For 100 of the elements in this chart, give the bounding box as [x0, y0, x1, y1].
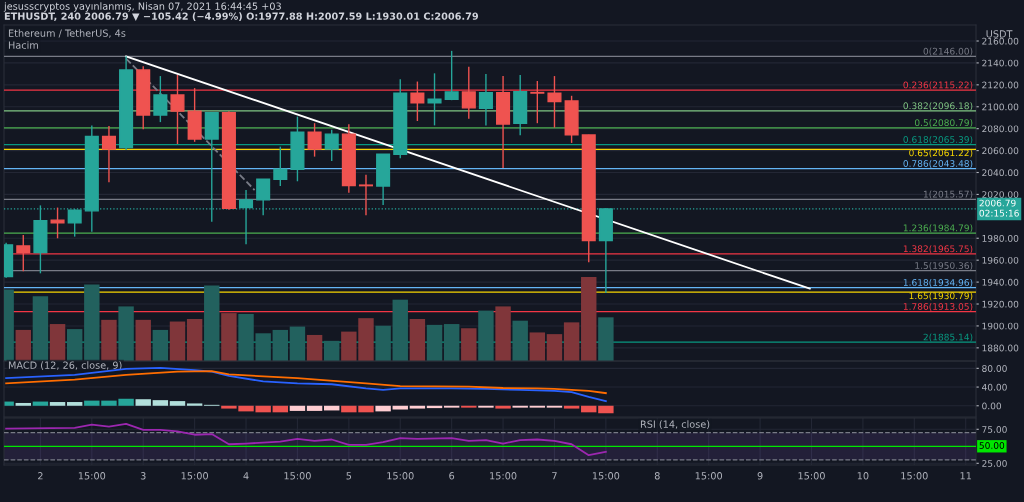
x-tick-label: 6	[449, 472, 455, 480]
candlestick	[427, 72, 442, 127]
bar	[66, 329, 83, 361]
bar	[135, 399, 151, 406]
bar	[375, 405, 391, 412]
y-tick-label: 1900.00	[982, 322, 1019, 330]
candlestick	[444, 50, 459, 101]
y-tick-label: 2040.00	[982, 169, 1019, 177]
ref-line-label: 0.65(2061.22)	[909, 149, 973, 158]
bar	[101, 319, 117, 361]
x-tick-label: 8	[654, 472, 660, 480]
x-tick-label: 15:00	[592, 472, 620, 480]
bar	[461, 328, 477, 361]
y-tick-label: 1960.00	[982, 256, 1019, 264]
ref-line-label: 1.786(1913.05)	[903, 302, 973, 311]
bar	[221, 313, 237, 361]
y-tick-label: 2100.00	[982, 103, 1019, 111]
ref-line-label: 1.65(1930.79)	[909, 292, 973, 301]
y-tick-label: 40.00	[982, 383, 1007, 391]
y-tick-label: 75.00	[982, 426, 1007, 433]
bar	[563, 322, 580, 361]
ref-line-label: 0.236(2115.22)	[903, 81, 973, 90]
x-tick-label: 4	[243, 472, 249, 480]
y-tick-label: 2060.00	[982, 147, 1019, 155]
bar	[32, 401, 49, 406]
y-tick-label: 2120.00	[982, 81, 1019, 89]
bar	[186, 403, 203, 406]
ref-line-label: 0.786(2043.48)	[903, 159, 973, 169]
ref-line-label: 1(2015.57)	[923, 190, 973, 199]
ref-line-label: 0(2146.00)	[923, 47, 973, 56]
bar	[563, 405, 580, 409]
candlestick	[530, 80, 545, 124]
x-tick-label: 11	[960, 472, 972, 480]
bar	[392, 299, 408, 361]
line-series	[5, 370, 607, 395]
bar	[598, 317, 614, 361]
candlestick	[273, 145, 288, 187]
candlestick	[461, 65, 476, 120]
y-tick-label: 2140.00	[982, 59, 1019, 67]
candlestick	[50, 206, 65, 239]
bar	[152, 329, 169, 361]
bar	[546, 334, 563, 361]
bar	[49, 402, 66, 406]
y-tick-label: 0.00	[982, 402, 1002, 410]
bar	[478, 310, 494, 361]
bar	[529, 332, 546, 361]
y-tick-label: 2020.00	[982, 191, 1019, 198]
x-tick-label: 2	[38, 472, 43, 480]
x-tick-label: 10	[857, 472, 869, 480]
candlestick	[170, 74, 185, 145]
ref-line-label: 0.5(2080.79)	[914, 119, 973, 128]
bar	[512, 320, 528, 361]
bar	[272, 329, 289, 361]
x-tick-label: 15:00	[901, 472, 928, 480]
bar	[306, 405, 323, 411]
bar	[495, 306, 511, 361]
x-tick-label: 15:00	[181, 472, 208, 480]
line-series	[5, 422, 607, 457]
chart-title: RSI (14, close)	[640, 420, 710, 429]
chart-title: Ethereum / TetherUS, 4s	[8, 29, 126, 38]
candlestick	[153, 75, 168, 123]
ref-line-label: 50.00	[979, 442, 1005, 449]
bar	[204, 285, 220, 361]
bar	[186, 319, 203, 361]
x-tick-label: 15:00	[387, 472, 414, 480]
y-tick-label: 2080.00	[982, 125, 1019, 133]
text: jesusscryptos yayınlanmış, Nisan 07, 2021 16:44:45 +03	[3, 2, 281, 12]
x-tick-label: 15:00	[284, 472, 311, 480]
chart-title: MACD (12, 26, close, 9)	[8, 361, 122, 370]
bar	[169, 401, 186, 406]
bar	[426, 324, 443, 361]
bar	[375, 325, 391, 361]
candlestick	[324, 129, 339, 162]
x-tick-label: 9	[757, 472, 763, 480]
y-tick-label: 1940.00	[982, 278, 1019, 286]
ref-line-label: 0.382(2096.18)	[903, 102, 973, 111]
ref-line-label: 0.618(2065.39)	[903, 135, 973, 144]
x-tick-label: 5	[346, 472, 352, 480]
bar	[169, 321, 186, 361]
x-tick-label: 15:00	[78, 472, 106, 480]
bar	[443, 324, 460, 361]
bar	[49, 324, 66, 361]
x-tick-label: 15:00	[798, 472, 825, 480]
candlestick	[358, 174, 374, 216]
bar	[409, 405, 426, 409]
bar	[581, 277, 597, 361]
bar	[306, 334, 323, 361]
bar	[32, 296, 49, 361]
candlestick	[307, 122, 322, 158]
y-tick-label: 25.00	[982, 460, 1007, 467]
bar	[598, 405, 614, 414]
bar	[118, 306, 134, 361]
candlestick	[547, 75, 562, 129]
candlestick	[478, 73, 493, 127]
y-tick-label: 1980.00	[982, 234, 1019, 242]
bar	[324, 340, 340, 361]
ref-line-label: 1.236(1984.79)	[903, 224, 973, 233]
bar	[66, 402, 83, 406]
ref-line-label: 1.5(1950.36)	[915, 262, 973, 271]
candlestick	[410, 80, 425, 122]
